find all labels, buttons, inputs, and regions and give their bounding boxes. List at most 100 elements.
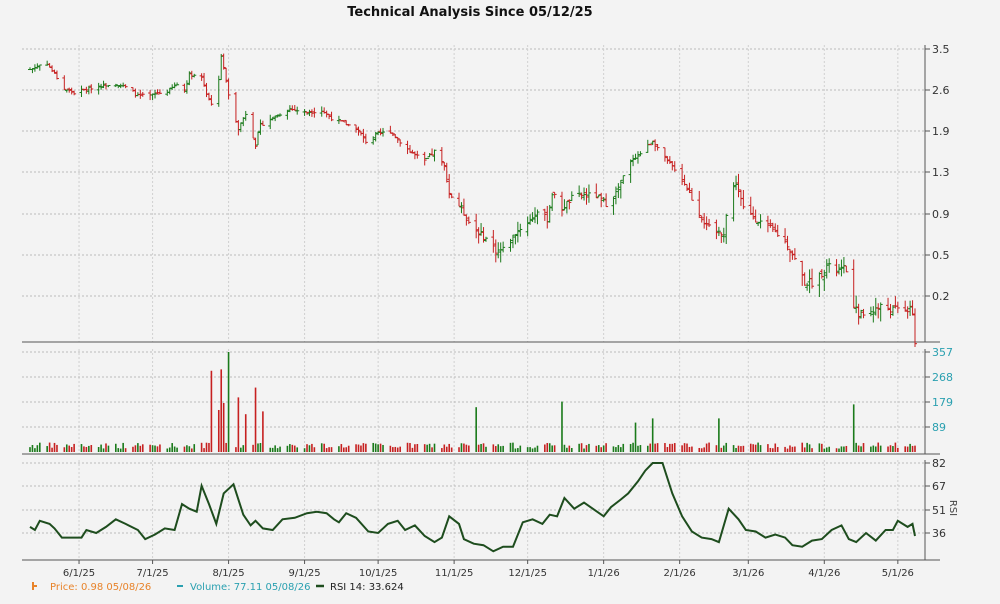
price-bar [430, 148, 435, 156]
price-bar [594, 183, 599, 199]
volume-bar [159, 444, 161, 452]
price-bar [427, 153, 432, 158]
volume-bar [892, 446, 894, 452]
price-bar [444, 162, 449, 183]
volume-bar [759, 445, 762, 452]
price-bar [859, 309, 864, 319]
volume-bar [168, 447, 171, 452]
volume-bar [176, 447, 178, 452]
volume-bar [423, 444, 426, 452]
volume-bar [821, 443, 823, 452]
volume-bar [477, 444, 480, 452]
volume-bar [742, 445, 745, 452]
price-bar [731, 182, 736, 222]
price-bar [542, 208, 547, 221]
price-bar [653, 139, 658, 152]
volume-bar [458, 447, 460, 452]
volume-bar [526, 447, 529, 452]
volume-bar [330, 447, 333, 452]
price-bar [89, 84, 94, 94]
price-bar [913, 308, 917, 347]
volume-bar [718, 418, 720, 452]
price-bar [292, 105, 297, 111]
volume-bar [137, 443, 139, 452]
volume-bar [808, 444, 811, 452]
volume-bar [615, 447, 617, 452]
price-tick-label: 1.3 [932, 166, 950, 179]
volume-bar [548, 443, 551, 452]
volume-bar [666, 447, 669, 452]
price-bar [510, 234, 515, 249]
volume-bar [254, 387, 257, 452]
volume-bar [119, 448, 122, 452]
x-tick-label: 4/1/26 [808, 568, 840, 579]
price-bar [498, 242, 503, 263]
volume-bar [428, 443, 431, 452]
price-tick-label: 0.5 [932, 249, 950, 262]
volume-bar [872, 445, 875, 452]
price-tick-label: 0.9 [932, 208, 950, 221]
legend-rsi: RSI 14: 33.624 [330, 582, 404, 593]
volume-bar [698, 447, 701, 452]
volume-bar [406, 442, 409, 452]
price-bar [373, 131, 378, 142]
volume-bar [210, 370, 213, 452]
volume-bar [585, 445, 588, 452]
price-bar [329, 111, 334, 122]
volume-bar [583, 448, 585, 452]
price-bar [442, 161, 447, 171]
volume-bar [485, 446, 487, 452]
price-bar [689, 187, 694, 201]
price-bar [187, 71, 192, 86]
price-bar [550, 192, 555, 211]
volume-bar [443, 444, 446, 452]
volume-bar [835, 448, 838, 452]
volume-bar [303, 448, 306, 452]
x-tick-label: 3/1/26 [732, 568, 764, 579]
x-tick-label: 2/1/26 [664, 568, 696, 579]
volume-bar [291, 444, 294, 452]
price-bar [633, 153, 638, 160]
price-bar [35, 63, 40, 69]
volume-bar [529, 447, 531, 452]
price-bar [295, 106, 300, 115]
volume-bar [48, 442, 51, 452]
volume-bar [749, 443, 752, 452]
volume-bar [416, 444, 419, 452]
price-bar [407, 145, 412, 153]
volume-bar [411, 447, 414, 452]
price-bar [910, 300, 915, 316]
price-bar [851, 259, 856, 309]
volume-bar [325, 448, 328, 452]
price-bar [599, 192, 604, 208]
price-bar [768, 219, 773, 228]
volume-bar [803, 447, 806, 452]
price-bar [886, 297, 891, 311]
volume-bar [308, 445, 311, 452]
volume-bar [274, 445, 276, 452]
price-bar [167, 87, 172, 95]
volume-bar [338, 446, 340, 452]
price-bar [64, 89, 69, 93]
price-bar [224, 67, 229, 83]
price-bar [564, 200, 569, 214]
price-bar [251, 112, 256, 139]
price-bar [704, 216, 709, 231]
price-bar [645, 139, 650, 153]
price-bar [515, 221, 520, 243]
price-bar [302, 109, 307, 116]
price-bar [346, 123, 351, 127]
price-bar [787, 248, 792, 263]
volume-bar [463, 443, 465, 452]
volume-bar [372, 442, 375, 452]
price-bar [425, 157, 430, 160]
volume-bar [227, 352, 230, 452]
volume-bar [65, 444, 68, 452]
volume-bar [637, 445, 639, 452]
price-bar [378, 128, 383, 136]
volume-bar [394, 446, 397, 452]
price-bar [770, 222, 775, 232]
volume-bar [502, 445, 504, 452]
price-bar [157, 89, 162, 95]
volume-bar [262, 411, 264, 452]
